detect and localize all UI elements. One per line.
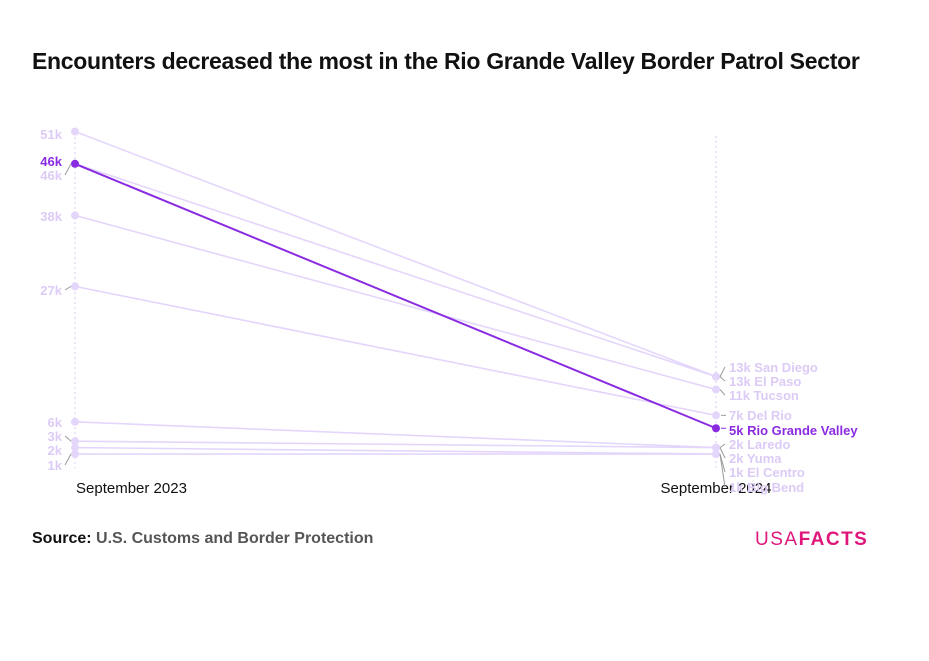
point-start-del-rio <box>71 282 79 291</box>
end-label-rio-grande-valley: 5k Rio Grande Valley <box>729 423 858 438</box>
point-start-big-bend <box>71 450 79 459</box>
end-label-del-rio: 7k Del Rio <box>729 408 792 423</box>
end-label-laredo: 2k Laredo <box>729 437 790 452</box>
logo-part-facts: FACTS <box>798 529 869 550</box>
start-label-rio-grande-valley: 46k <box>40 154 62 169</box>
end-leader-laredo <box>719 443 726 449</box>
end-leader-el-paso <box>719 376 726 382</box>
series-line-el-centro <box>74 446 717 455</box>
logo-part-usa: USA <box>755 529 799 550</box>
source-label: Source: <box>32 530 92 547</box>
source-note: Source: U.S. Customs and Border Protecti… <box>32 530 373 548</box>
series-line-del-rio <box>74 285 717 417</box>
start-label-el-centro: 2k <box>48 443 63 458</box>
start-leader-san-diego <box>64 163 72 176</box>
usafacts-logo: USAFACTS <box>755 529 868 551</box>
end-leader-san-diego <box>719 366 726 377</box>
point-end-rio-grande-valley <box>712 424 720 433</box>
start-label-big-bend: 1k <box>48 458 63 473</box>
end-label-el-paso: 13k El Paso <box>729 374 801 389</box>
source-text: U.S. Customs and Border Protection <box>96 530 374 547</box>
labels: 46k 13k San Diego 51k 13k El Paso 38k 11k Tuc… <box>40 127 858 495</box>
end-label-big-bend: 1k Big Bend <box>729 480 804 495</box>
chart-title: Encounters decreased the most in the Rio… <box>32 48 860 74</box>
point-end-del-rio <box>712 411 720 420</box>
point-end-big-bend <box>712 450 720 459</box>
point-end-tucson <box>712 385 720 394</box>
point-start-laredo <box>71 417 79 426</box>
start-label-el-paso: 51k <box>40 127 62 142</box>
point-end-yuma <box>712 443 720 452</box>
point-start-yuma <box>71 437 79 446</box>
point-start-el-paso <box>71 127 79 136</box>
end-leader-yuma <box>719 447 726 459</box>
point-start-rio-grande-valley <box>71 159 79 168</box>
point-start-tucson <box>71 211 79 220</box>
series-lines <box>71 127 720 459</box>
start-leader-yuma <box>64 435 72 442</box>
end-label-san-diego: 13k San Diego <box>729 360 818 375</box>
start-label-del-rio: 27k <box>40 283 62 298</box>
point-start-el-centro <box>71 443 79 452</box>
end-label-tucson: 11k Tucson <box>729 388 799 403</box>
point-end-el-paso <box>712 372 720 381</box>
start-leader-del-rio <box>64 285 72 291</box>
series-line-yuma <box>74 440 717 449</box>
start-label-laredo: 6k <box>48 415 63 430</box>
end-leader-big-bend <box>719 453 726 488</box>
series-line-tucson <box>74 214 717 391</box>
axes: September 2023 September 2024 <box>74 132 772 497</box>
end-label-el-centro: 1k El Centro <box>729 465 805 480</box>
end-label-yuma: 2k Yuma <box>729 451 782 466</box>
series-line-el-paso <box>74 130 717 378</box>
start-label-yuma: 3k <box>48 429 63 444</box>
series-line-laredo <box>74 421 717 449</box>
series-line-san-diego <box>74 163 717 378</box>
start-label-san-diego: 46k <box>40 168 62 183</box>
end-leader-tucson <box>719 389 726 396</box>
x-label-end: September 2024 <box>661 480 772 497</box>
x-label-start: September 2023 <box>76 480 187 497</box>
start-label-tucson: 38k <box>40 209 62 224</box>
start-leader-big-bend <box>64 453 72 466</box>
series-line-rio-grande-valley <box>74 162 717 430</box>
